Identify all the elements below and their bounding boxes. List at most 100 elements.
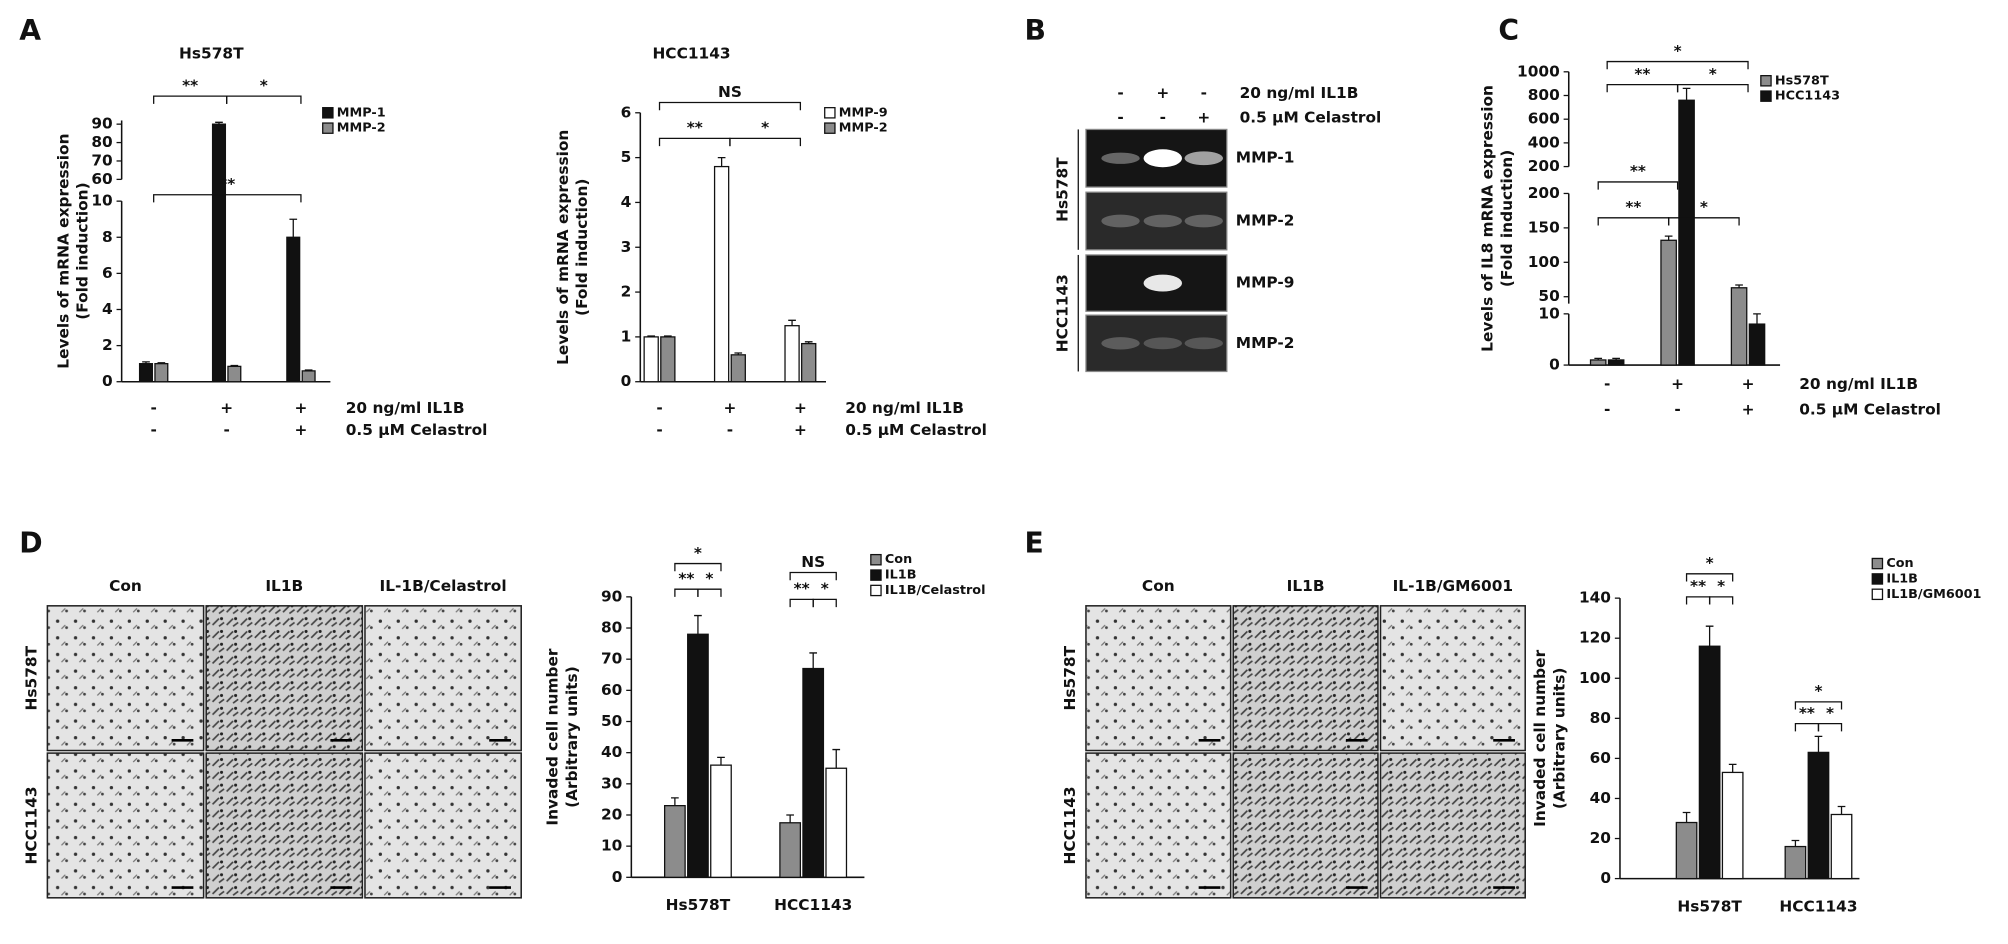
significance-label: **	[1634, 65, 1650, 83]
y-tick-label: 0	[1600, 869, 1611, 887]
error-bar	[832, 748, 841, 769]
legend-label: IL1B	[885, 568, 917, 583]
treatment-sign: -	[1604, 375, 1610, 393]
significance-bracket	[1597, 181, 1679, 190]
significance-label: *	[821, 580, 829, 598]
bar	[710, 764, 732, 878]
treatment-label: 20 ng/ml IL1B	[1799, 375, 1918, 393]
significance-bracket	[658, 101, 802, 111]
treatment-sign: -	[656, 421, 662, 439]
micrograph	[46, 752, 205, 899]
bar	[1748, 323, 1766, 366]
y-tick-label: 800	[1528, 86, 1560, 104]
blot-band	[1101, 152, 1140, 164]
y-tick-label: 50	[601, 712, 622, 730]
y-axis-label: (Arbitrary units)	[563, 666, 581, 808]
blot-strip	[1085, 314, 1228, 373]
column-label: IL1B	[1287, 577, 1325, 595]
error-bar	[1728, 763, 1737, 773]
y-tick-label: 8	[102, 228, 113, 246]
band-label: MMP-9	[1236, 274, 1295, 292]
significance-label: **	[1625, 198, 1641, 216]
significance-bracket	[1685, 596, 1711, 605]
y-tick-label: 100	[1579, 669, 1611, 687]
significance-bracket	[674, 588, 699, 597]
y-tick-label: 1000	[1517, 62, 1560, 80]
bar	[1589, 359, 1607, 366]
error-bar	[304, 369, 313, 371]
legend-label: Hs578T	[1775, 73, 1829, 88]
treatment-sign: -	[727, 421, 733, 439]
bar	[663, 805, 686, 878]
panel-letter: E	[1024, 526, 1043, 559]
significance-bracket	[1667, 217, 1740, 226]
band-label: MMP-2	[1236, 212, 1295, 230]
y-tick-label: 40	[601, 743, 622, 761]
row-label: Hs578T	[1061, 645, 1079, 710]
blot-band	[1101, 337, 1140, 350]
significance-label: *	[1706, 554, 1714, 572]
row-label: HCC1143	[1061, 786, 1079, 864]
panel-letter: C	[1498, 14, 1519, 47]
legend-swatch	[1871, 557, 1884, 570]
column-label: Con	[1142, 577, 1175, 595]
bar	[1675, 821, 1698, 880]
error-bar	[157, 362, 166, 364]
significance-bracket	[1606, 60, 1749, 70]
legend-swatch	[824, 107, 836, 119]
y-tick-label: 120	[1579, 629, 1611, 647]
blot-band	[1143, 149, 1183, 168]
error-bar	[289, 218, 298, 238]
y-axis-label: Levels of mRNA expression	[55, 133, 73, 368]
bar	[1830, 813, 1853, 880]
bar	[779, 822, 802, 878]
significance-label: *	[1700, 198, 1708, 216]
treatment-sign: -	[1117, 108, 1123, 126]
significance-label: *	[1709, 65, 1717, 83]
y-tick-label: 150	[1528, 218, 1560, 236]
error-bar	[671, 797, 679, 806]
bar	[660, 336, 676, 383]
y-tick-label: 0	[102, 372, 113, 390]
error-bar	[230, 364, 239, 367]
panel-letter: A	[19, 14, 41, 47]
significance-bracket	[812, 598, 837, 608]
error-bar	[1682, 811, 1691, 823]
micrograph	[1232, 752, 1379, 899]
row-label: HCC1143	[23, 786, 41, 864]
error-bar	[215, 121, 223, 125]
treatment-sign: -	[150, 399, 156, 417]
micrograph	[1379, 605, 1526, 752]
micrograph	[364, 605, 522, 752]
x-tick-label: HCC1143	[1779, 897, 1857, 915]
group-label: Hs578T	[1053, 157, 1071, 222]
bar	[227, 365, 242, 383]
y-tick-label: 4	[102, 300, 113, 318]
y-tick-label: 30	[601, 774, 622, 792]
significance-bracket	[1794, 723, 1820, 732]
micrograph	[364, 752, 522, 899]
y-tick-label: 80	[1590, 709, 1611, 727]
y-tick-label: 200	[1528, 184, 1560, 202]
treatment-label: 0.5 μM Celastrol	[845, 421, 987, 439]
y-tick-label: 200	[1528, 157, 1560, 175]
y-tick-label: 70	[91, 151, 112, 169]
error-bar	[647, 335, 656, 337]
y-tick-label: 20	[601, 805, 622, 823]
y-axis-label: (Arbitrary units)	[1550, 668, 1568, 810]
y-tick-label: 70	[601, 650, 622, 668]
legend-swatch	[1871, 588, 1884, 601]
treatment-sign: +	[1156, 84, 1169, 102]
treatment-sign: +	[295, 399, 308, 417]
error-bar	[142, 361, 150, 364]
legend-label: Con	[885, 552, 912, 567]
significance-bracket	[1708, 596, 1734, 605]
y-axis-label: Levels of mRNA expression	[554, 130, 572, 365]
bar	[801, 342, 817, 383]
treatment-label: 20 ng/ml IL1B	[845, 399, 964, 417]
legend-swatch	[322, 122, 334, 134]
y-tick-label: 90	[601, 587, 622, 605]
significance-bracket	[674, 562, 722, 572]
treatment-label: 0.5 μM Celastrol	[1799, 400, 1941, 418]
